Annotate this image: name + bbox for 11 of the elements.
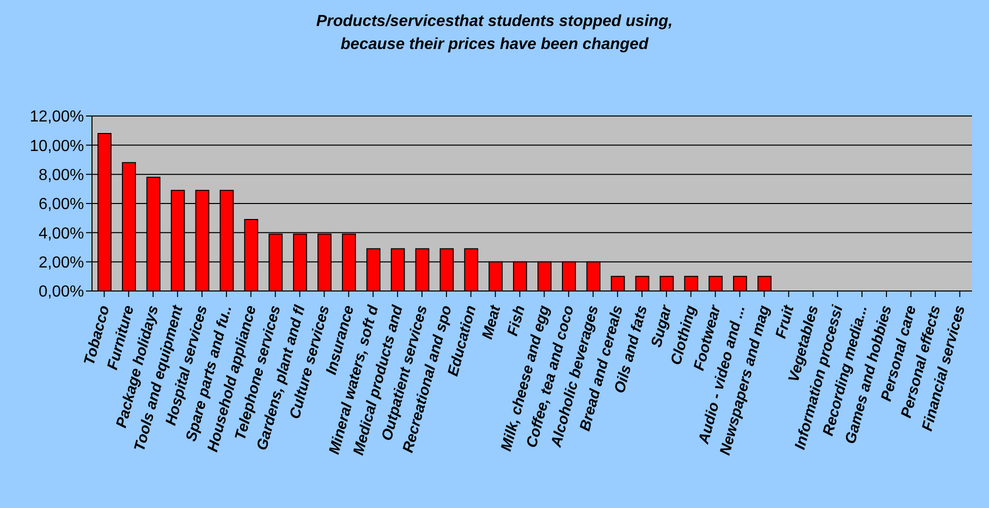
y-tick-label: 12,00% (30, 108, 84, 126)
y-tick-label: 6,00% (38, 196, 84, 214)
y-tick-label: 10,00% (30, 138, 84, 155)
chart-title: Products/servicesthat students stopped using, because their prices have been changed (315, 12, 674, 55)
x-tick-label: Fish (504, 304, 529, 338)
y-tick-label: 8,00% (38, 167, 84, 184)
x-tick-label: Meat (478, 302, 504, 342)
y-tick-label: 0,00% (38, 284, 84, 301)
y-tick-label: 2,00% (38, 254, 84, 272)
x-tick-label: Sugar (648, 302, 676, 350)
y-tick-label: 4,00% (38, 225, 84, 242)
